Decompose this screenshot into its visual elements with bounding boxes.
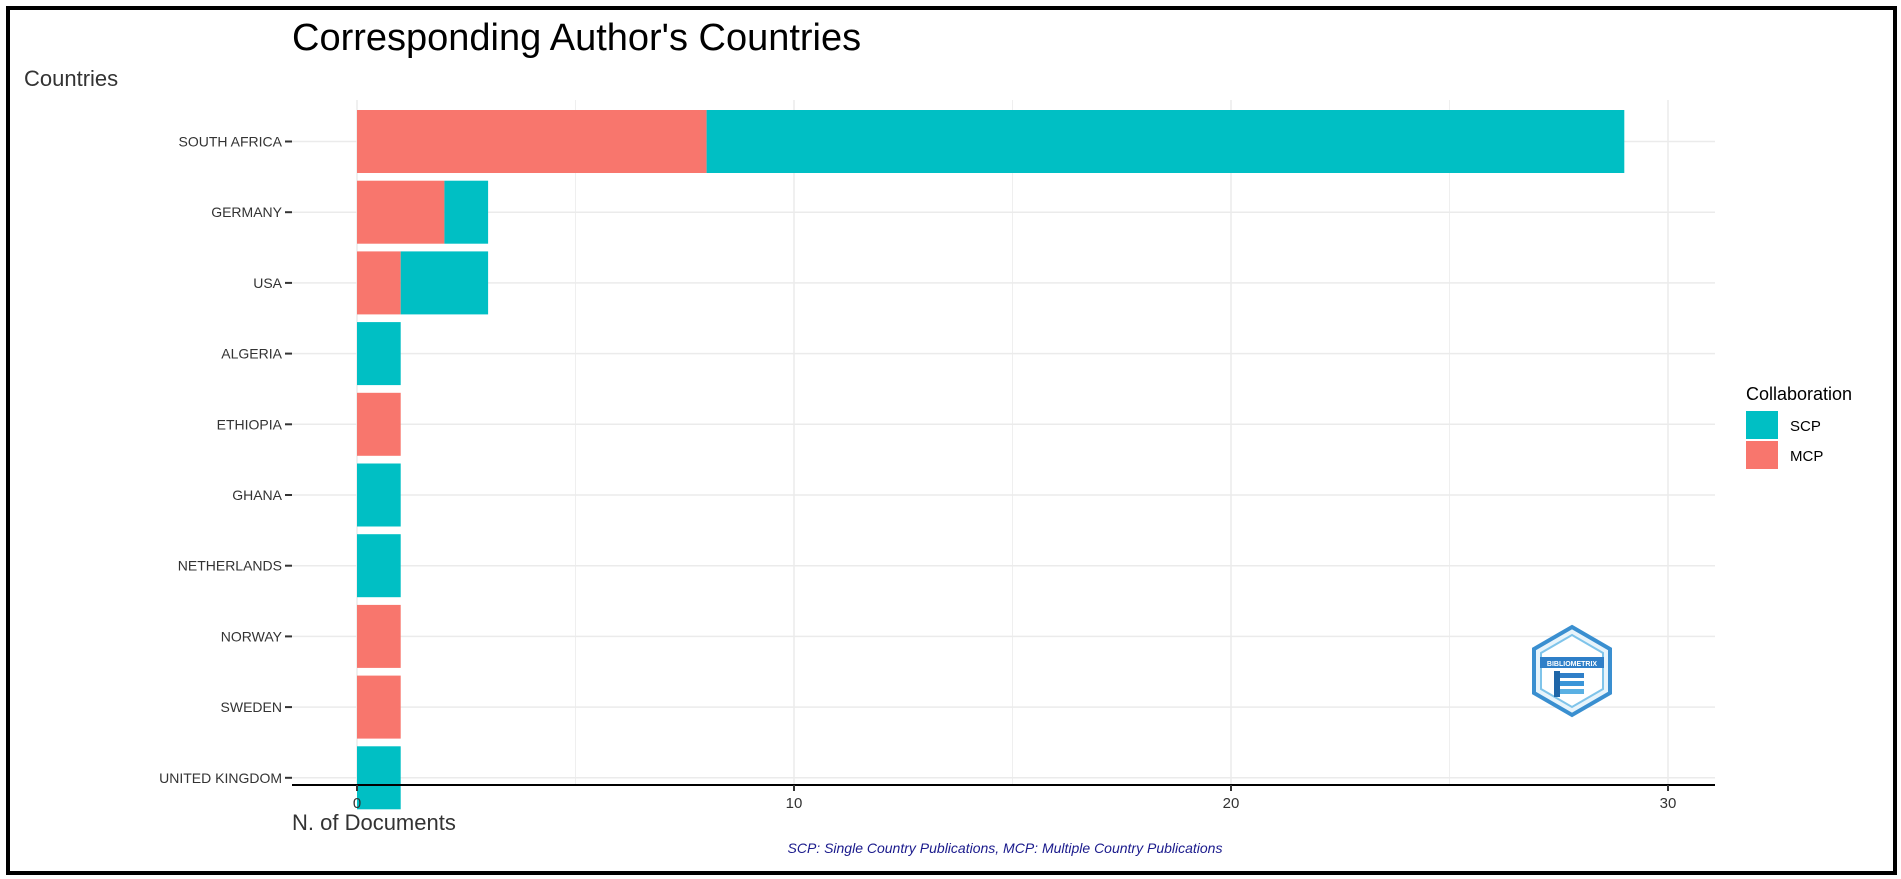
bar-scp xyxy=(444,180,489,244)
y-tick-label: ETHIOPIA xyxy=(217,416,283,432)
chart-title: Corresponding Author's Countries xyxy=(292,17,861,59)
x-tick-label: 0 xyxy=(353,795,361,812)
grid-lines xyxy=(292,100,1715,785)
bars xyxy=(357,110,1625,810)
bar-mcp xyxy=(357,604,401,668)
y-tick-label: SWEDEN xyxy=(221,699,282,715)
bar-scp xyxy=(357,746,401,810)
legend-label-mcp: MCP xyxy=(1790,448,1823,465)
caption: SCP: Single Country Publications, MCP: M… xyxy=(788,840,1223,856)
legend-title: Collaboration xyxy=(1746,384,1852,404)
bar-mcp xyxy=(357,251,401,315)
y-tick-label: USA xyxy=(253,275,282,291)
bar-scp xyxy=(706,110,1625,173)
bar-mcp xyxy=(357,392,401,456)
x-tick-label: 10 xyxy=(786,795,803,812)
y-tick-label: SOUTH AFRICA xyxy=(179,134,283,150)
bibliometrix-logo-icon: BIBLIOMETRIX xyxy=(1532,624,1612,718)
x-tick-label: 30 xyxy=(1660,795,1677,812)
x-axis-label: N. of Documents xyxy=(292,810,456,835)
legend-swatch-scp xyxy=(1746,411,1778,439)
y-tick-label: ALGERIA xyxy=(221,346,282,362)
legend: Collaboration SCP MCP xyxy=(1746,384,1852,469)
bar-scp xyxy=(357,322,401,386)
legend-label-scp: SCP xyxy=(1790,418,1821,435)
y-tick-label: GHANA xyxy=(232,487,282,503)
y-tick-label: UNITED KINGDOM xyxy=(159,770,282,786)
y-tick-labels: SOUTH AFRICA GERMANY USA ALGERIA ETHIOPIA GHA… xyxy=(159,134,292,786)
bar-mcp xyxy=(357,180,445,244)
watermark-text: BIBLIOMETRIX xyxy=(1547,661,1597,668)
y-tick-label: NORWAY xyxy=(221,628,283,644)
bar-scp xyxy=(357,534,401,598)
y-tick-label: GERMANY xyxy=(211,204,282,220)
bar-mcp xyxy=(357,675,401,739)
y-tick-label: NETHERLANDS xyxy=(178,558,282,574)
bar-scp xyxy=(400,251,489,315)
bar-scp xyxy=(357,463,401,527)
x-tick-label: 20 xyxy=(1223,795,1240,812)
bar-mcp xyxy=(357,110,707,173)
legend-swatch-mcp xyxy=(1746,441,1778,469)
x-tick-labels: 0 10 20 30 xyxy=(353,785,1677,812)
y-axis-label: Countries xyxy=(24,66,118,91)
